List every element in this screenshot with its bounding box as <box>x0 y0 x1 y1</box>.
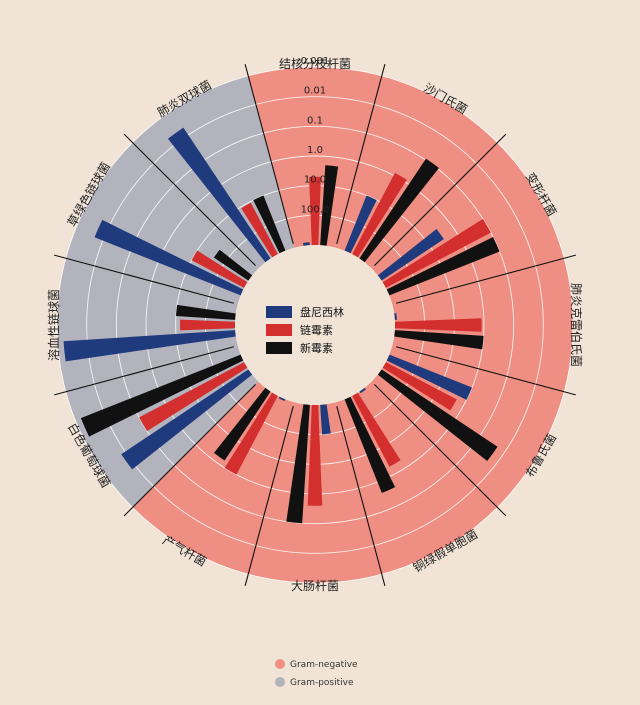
bar <box>377 229 444 281</box>
sector-negative <box>248 67 382 248</box>
divider-line <box>54 254 235 304</box>
bar <box>213 249 253 281</box>
sector-negative <box>392 258 573 392</box>
sector-dividers <box>54 64 576 586</box>
bar <box>382 218 491 288</box>
bar <box>307 404 323 506</box>
gram-legend-dot <box>275 677 285 687</box>
bar <box>386 236 500 296</box>
tick-label: 0.1 <box>307 115 323 126</box>
bar <box>320 404 331 435</box>
legend-label: 链霉素 <box>300 323 333 337</box>
bacteria-label: 结核分枝杆菌 <box>279 56 351 71</box>
bacteria-label: 大肠杆菌 <box>291 579 339 593</box>
bar <box>320 165 339 246</box>
gram-legend-label: Gram-negative <box>290 660 358 670</box>
bar <box>394 313 397 320</box>
divider-line <box>395 254 576 304</box>
bar <box>377 369 498 461</box>
grid-ring <box>56 66 574 584</box>
bar <box>352 392 401 467</box>
divider-line <box>123 384 256 517</box>
divider-line <box>336 64 386 245</box>
bar <box>386 354 473 400</box>
divider-line <box>244 64 294 245</box>
legend-swatch <box>266 306 292 318</box>
bar <box>121 369 253 470</box>
tick-label: 100.0 <box>301 204 330 215</box>
bars <box>63 127 500 524</box>
bar <box>175 304 236 320</box>
bar <box>359 158 439 263</box>
bar <box>191 250 248 288</box>
legend-label: 盘尼西林 <box>300 305 344 319</box>
divider-line <box>244 405 294 586</box>
bar <box>278 396 286 401</box>
bar <box>286 404 310 524</box>
bar <box>241 202 278 258</box>
bar <box>394 318 482 332</box>
bar <box>359 387 366 394</box>
gram-legend: Gram-negative Gram-positive <box>275 659 358 688</box>
legend-swatch <box>266 342 292 354</box>
tick-label: 10.0 <box>304 175 326 186</box>
bar <box>253 195 286 254</box>
bar <box>344 396 396 493</box>
bar <box>344 195 377 254</box>
tick-labels: 0.001 0.01 0.1 1.0 10.0 100.0 <box>301 56 330 215</box>
bar <box>309 176 321 246</box>
gram-legend-dot <box>275 659 285 669</box>
bar <box>394 330 484 350</box>
divider-line <box>123 133 256 266</box>
bacteria-label: 溶血性链球菌 <box>46 289 61 361</box>
divider-line <box>395 346 576 396</box>
divider-line <box>336 405 386 586</box>
bar <box>303 242 310 246</box>
tick-label: 0.001 <box>301 56 330 67</box>
bacteria-label: 肺炎克雷伯氏菌 <box>569 283 584 367</box>
bar <box>80 354 244 437</box>
tick-label: 1.0 <box>307 145 323 156</box>
bar <box>94 219 244 296</box>
divider-line <box>374 384 507 517</box>
tick-label: 0.01 <box>304 86 326 97</box>
center-hole <box>235 245 395 405</box>
divider-line <box>374 133 507 266</box>
bar <box>180 319 236 331</box>
bar <box>167 127 271 263</box>
grid-ring <box>86 96 544 554</box>
bar <box>63 330 236 362</box>
bar <box>382 362 457 411</box>
bar <box>224 392 278 475</box>
legend-label: 新霉素 <box>300 341 333 355</box>
bar <box>139 362 248 432</box>
bar <box>352 172 407 258</box>
legend-swatch <box>266 324 292 336</box>
gram-legend-label: Gram-positive <box>290 678 354 688</box>
grid-ring <box>115 125 515 525</box>
bar <box>214 387 271 461</box>
sector-positive <box>57 258 238 392</box>
divider-line <box>54 346 235 396</box>
